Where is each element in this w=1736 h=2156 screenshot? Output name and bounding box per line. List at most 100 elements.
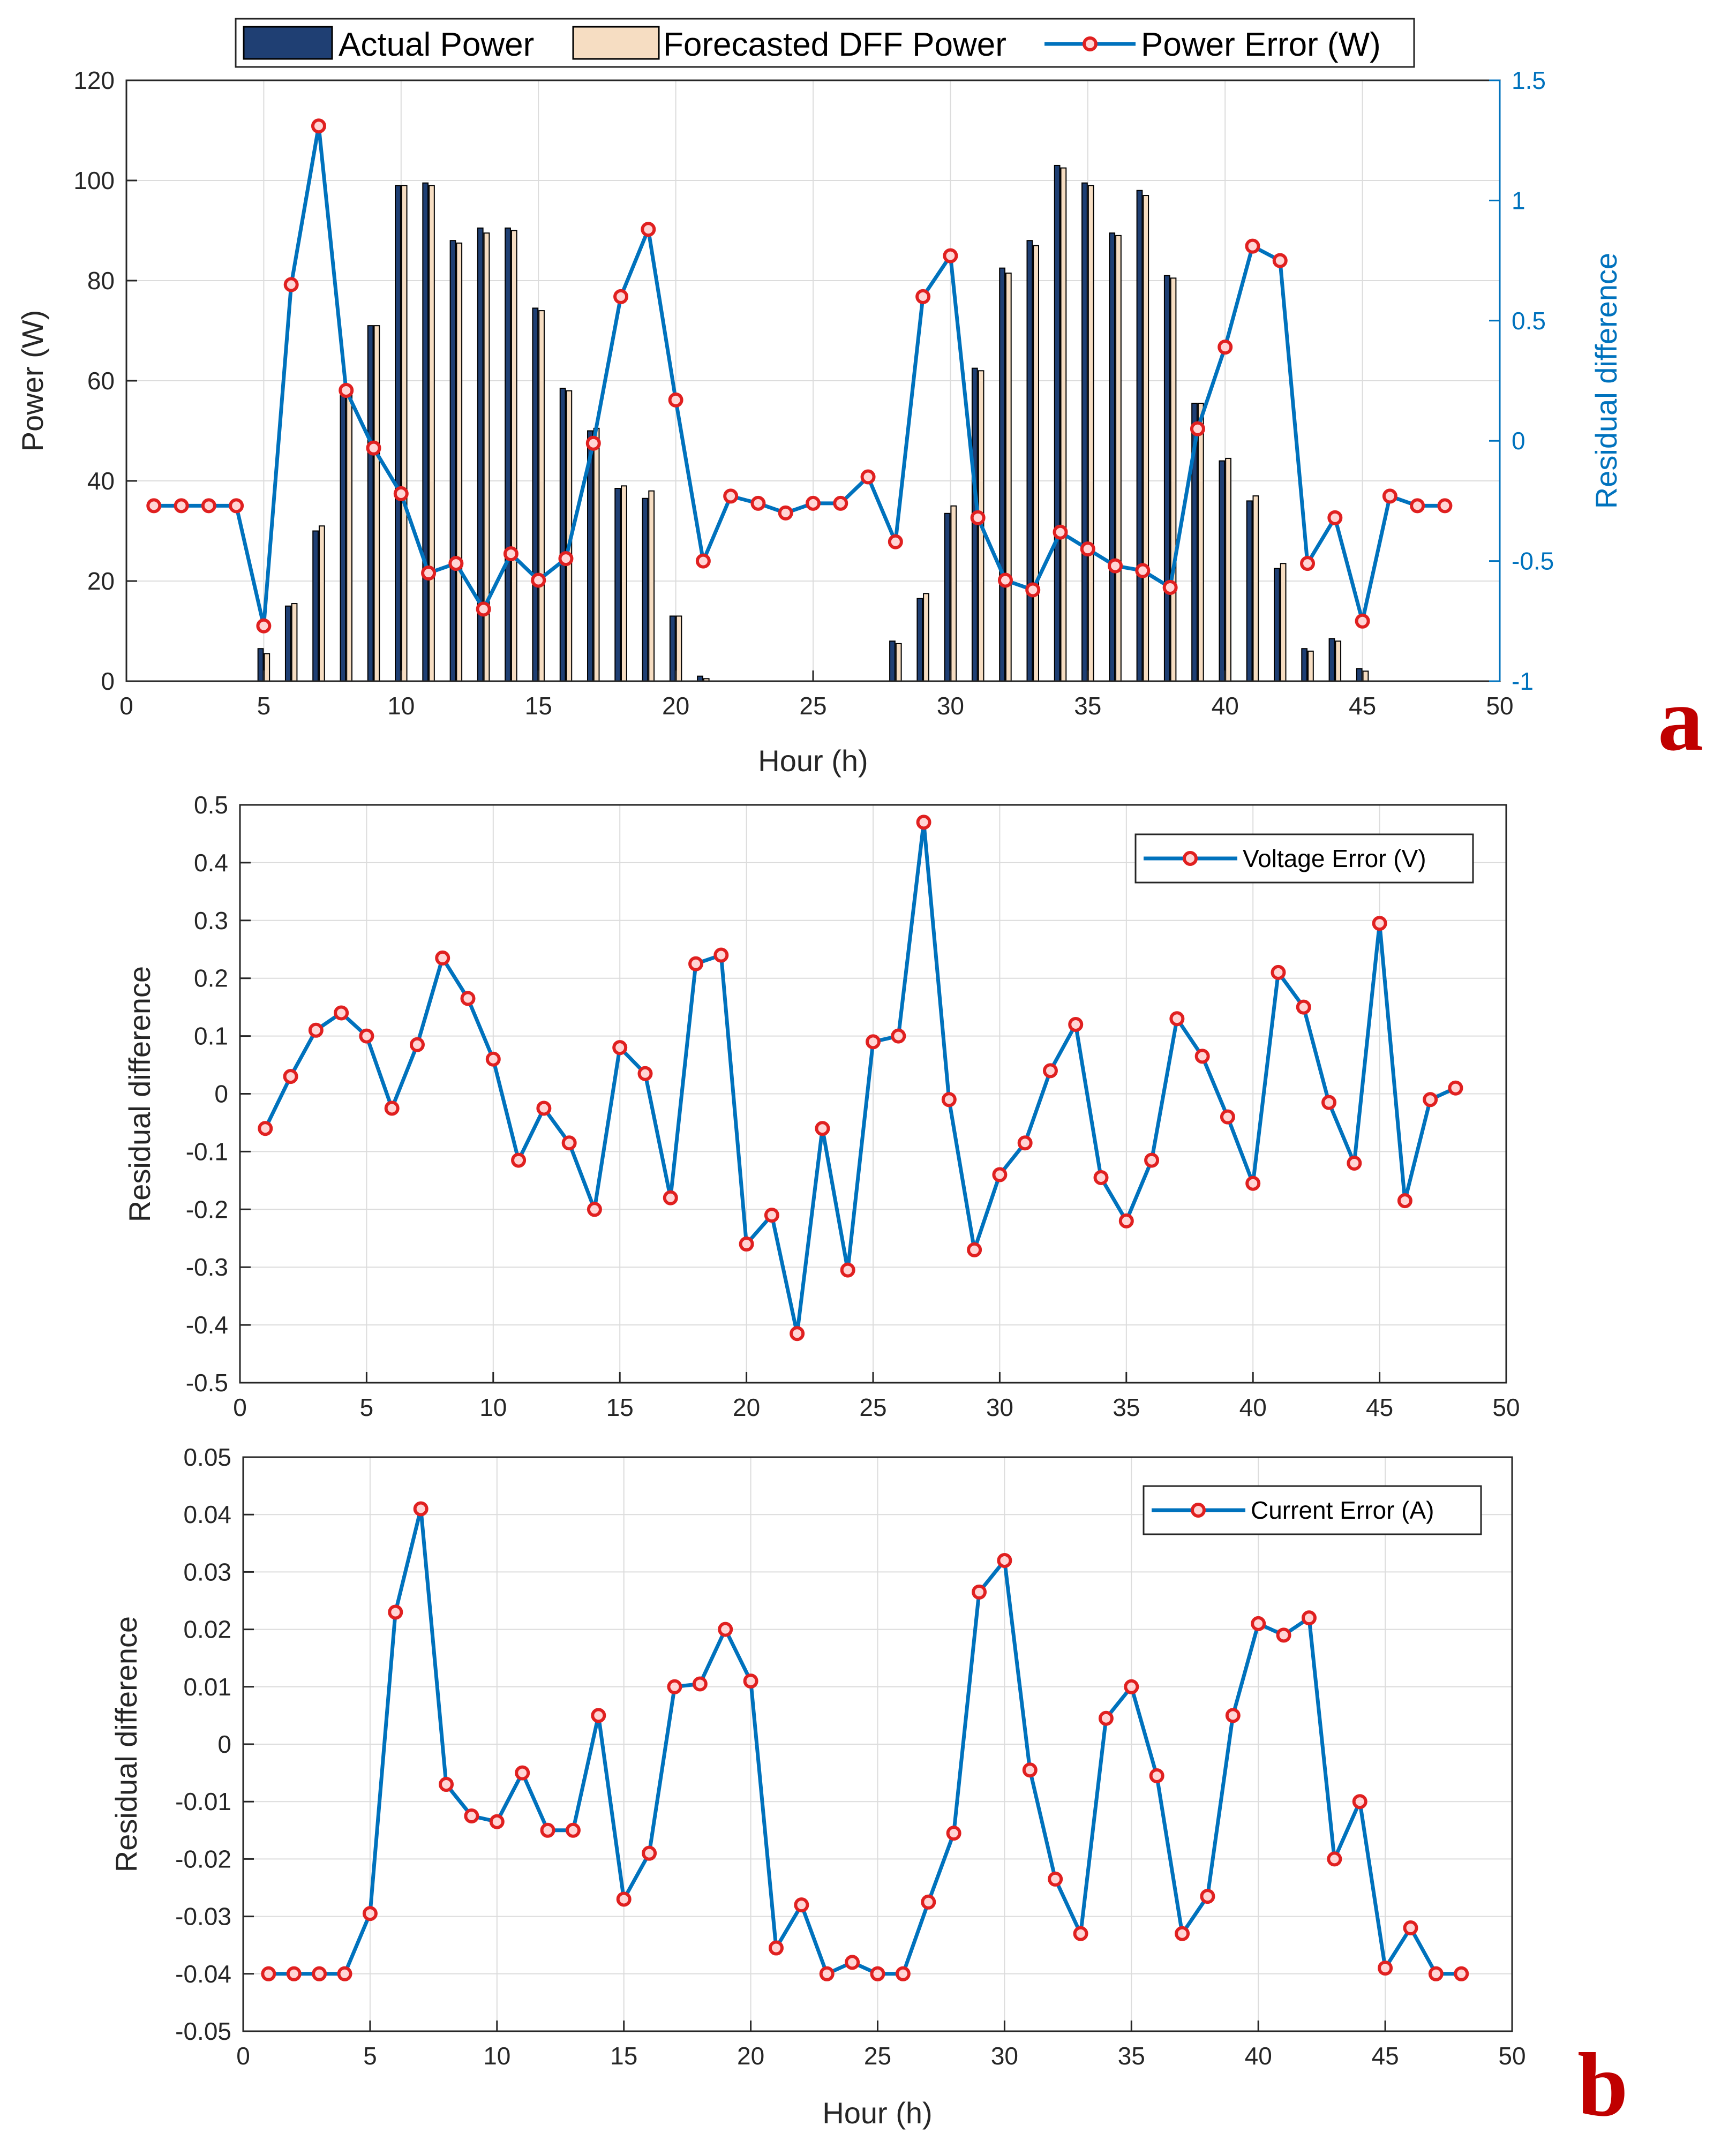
current-error-point <box>1352 1794 1367 1810</box>
legend-forecast-label: Forecasted DFF Power <box>663 26 1006 63</box>
actual-power-bar <box>1219 460 1226 682</box>
current-error-point <box>794 1897 809 1913</box>
current-error-point <box>388 1604 403 1620</box>
actual-power-bar <box>257 648 264 682</box>
voltage-error-point <box>967 1242 982 1257</box>
forecast-power-bar <box>318 525 325 682</box>
current-x-axis-label: Hour (h) <box>822 2096 932 2130</box>
power-legend: Actual Power Forecasted DFF Power Power … <box>235 18 1415 68</box>
power-error-point <box>997 572 1013 588</box>
current-y-tick-label: -0.04 <box>175 1960 231 1988</box>
current-y-tick-label: 0.04 <box>183 1501 231 1528</box>
voltage-y-tick-label: -0.3 <box>186 1253 228 1281</box>
power-error-point <box>888 534 903 549</box>
current-y-tick-label: 0.01 <box>183 1673 231 1701</box>
voltage-error-point <box>1397 1193 1412 1209</box>
power-error-point <box>723 488 739 504</box>
power-error-point <box>668 392 683 408</box>
current-x-tick-label: 35 <box>1118 2042 1145 2070</box>
power-error-point <box>970 510 986 525</box>
power-error-point <box>229 498 244 514</box>
power-error-point <box>1162 579 1178 595</box>
power-error-point <box>695 553 711 569</box>
voltage-error-point <box>663 1190 678 1205</box>
actual-power-bar <box>367 325 374 682</box>
current-error-point <box>1048 1871 1063 1887</box>
actual-power-bar <box>1081 182 1088 682</box>
power-error-point <box>1272 253 1288 268</box>
power-error-point <box>1327 510 1343 525</box>
current-error-point <box>1454 1966 1469 1981</box>
voltage-error-point <box>612 1040 628 1056</box>
current-error-point <box>1225 1708 1241 1723</box>
power-right-tick-label: -0.5 <box>1512 547 1554 575</box>
forecast-power-bar <box>1197 403 1204 682</box>
voltage-error-point <box>1144 1152 1160 1168</box>
voltage-y-tick-label: 0.1 <box>194 1022 228 1050</box>
power-error-point <box>1135 563 1151 578</box>
power-x-tick-label: 0 <box>119 692 133 720</box>
voltage-error-point <box>1042 1063 1058 1079</box>
power-error-point <box>448 556 464 571</box>
current-error-point <box>286 1966 302 1981</box>
legend-voltage-label: Voltage Error (V) <box>1243 845 1426 872</box>
current-error-point <box>1175 1926 1190 1941</box>
current-error-point <box>718 1622 733 1637</box>
actual-power-bar <box>1026 240 1033 682</box>
power-y-tick-label: 120 <box>73 66 115 94</box>
power-error-point <box>366 440 381 456</box>
voltage-x-tick-label: 30 <box>986 1393 1013 1421</box>
actual-power-bar <box>395 185 401 682</box>
forecast-power-bar <box>1335 640 1342 682</box>
power-x-tick-label: 40 <box>1212 692 1239 720</box>
power-right-y-axis-label: Residual difference <box>1589 253 1623 509</box>
actual-power-bar <box>1246 500 1253 682</box>
current-error-point <box>261 1966 276 1981</box>
voltage-error-point <box>258 1121 273 1136</box>
current-error-point <box>1098 1710 1114 1726</box>
current-error-point <box>464 1808 479 1823</box>
current-error-point <box>489 1814 505 1829</box>
power-error-point <box>860 469 876 485</box>
current-x-tick-label: 5 <box>363 2042 377 2070</box>
voltage-error-point <box>587 1202 602 1217</box>
current-error-point <box>845 1955 860 1970</box>
voltage-legend: Voltage Error (V) <box>1134 833 1474 884</box>
voltage-error-point <box>1296 999 1311 1015</box>
legend-actual-label: Actual Power <box>339 26 534 63</box>
forecast-power-bar <box>593 427 600 682</box>
current-error-point <box>895 1966 911 1981</box>
forecast-power-bar <box>950 505 957 682</box>
legend-error-label: Power Error (W) <box>1141 26 1381 63</box>
current-x-tick-label: 45 <box>1372 2042 1399 2070</box>
current-y-axis-label: Residual difference <box>109 1616 143 1872</box>
power-error-point <box>1025 582 1041 598</box>
current-error-point <box>1073 1926 1088 1941</box>
power-error-point <box>256 618 272 634</box>
voltage-x-tick-label: 25 <box>859 1393 886 1421</box>
forecast-power-bar <box>1087 185 1094 682</box>
power-right-tick-label: 0.5 <box>1512 307 1546 335</box>
current-y-tick-label: -0.01 <box>175 1788 231 1815</box>
forecast-power-bar <box>538 310 545 682</box>
power-y-tick-label: 20 <box>87 567 115 595</box>
power-right-tick-label: 0 <box>1512 427 1525 455</box>
actual-power-bar <box>999 267 1005 682</box>
forecast-power-bar <box>291 603 298 682</box>
legend-voltage-marker <box>1183 851 1198 866</box>
voltage-error-point <box>308 1022 324 1038</box>
power-y-tick-label: 40 <box>87 467 115 495</box>
panel-label-a: a <box>1658 669 1703 770</box>
forecast-power-bar <box>1005 272 1012 682</box>
power-error-point <box>1355 613 1370 629</box>
power-error-point <box>311 118 326 134</box>
actual-power-bar <box>559 388 566 682</box>
forecast-power-bar <box>1307 650 1314 682</box>
power-error-point <box>1108 558 1123 574</box>
power-error-point <box>283 277 299 292</box>
current-error-point <box>1251 1616 1266 1631</box>
current-x-tick-label: 20 <box>737 2042 764 2070</box>
power-x-tick-label: 10 <box>387 692 415 720</box>
current-error-point <box>540 1822 555 1838</box>
